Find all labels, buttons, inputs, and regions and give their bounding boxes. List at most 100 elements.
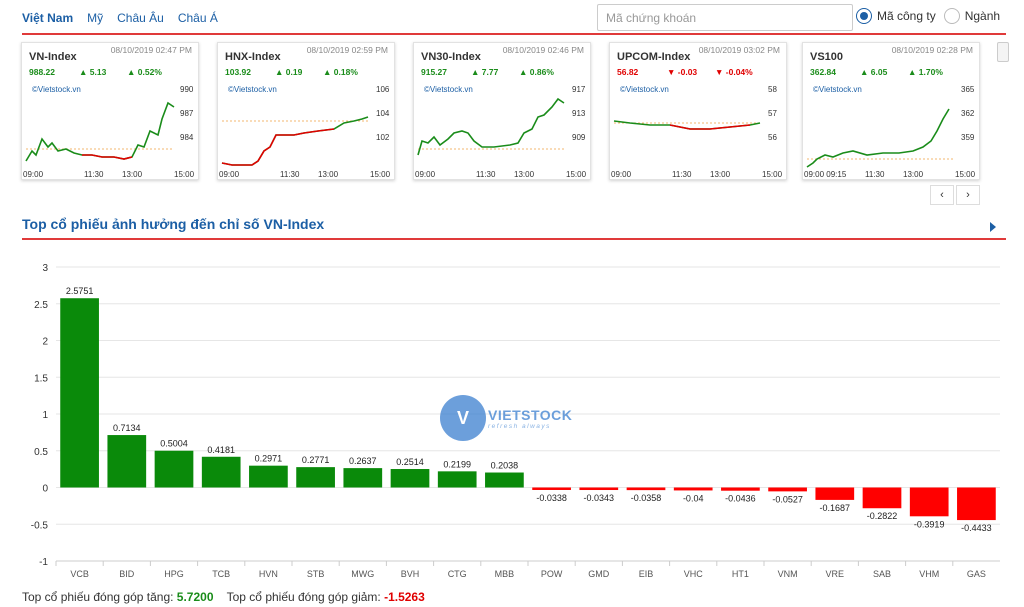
top-divider <box>22 33 1006 35</box>
bar <box>532 487 571 490</box>
card-index-name: UPCOM-Index <box>617 51 691 63</box>
bar <box>721 487 760 491</box>
tab-my[interactable]: Mỹ <box>87 11 104 25</box>
card-xtick-label: 11:30 <box>476 170 496 179</box>
card-sparkline: 106 104 102 09:00 11:30 13:00 15:00 <box>219 85 391 179</box>
card-stats: 103.92 ▲ 0.19 ▲ 0.18% <box>225 67 373 77</box>
card-xtick-label: 13:00 <box>318 170 339 179</box>
bar <box>815 487 855 500</box>
stock-search-input[interactable] <box>597 4 853 31</box>
x-tick-label: HVN <box>259 569 278 579</box>
radio-company-icon[interactable] <box>856 8 872 24</box>
y-tick-label: 2 <box>42 337 48 348</box>
card-brand-label: ©Vietstock.vn <box>813 85 862 94</box>
card-change-pct: ▼ -0.04% <box>715 67 753 77</box>
x-tick-label: CTG <box>448 569 467 579</box>
card-change: ▲ 6.05 <box>860 67 888 77</box>
bar <box>390 469 430 488</box>
index-card[interactable]: VN30-Index 08/10/2019 02:46 PM 915.27 ▲ 7.7… <box>413 42 591 180</box>
footer-up-label: Top cổ phiếu đóng góp tăng: <box>22 590 177 604</box>
bar <box>437 471 477 488</box>
bar-value-label: -0.0527 <box>772 494 803 504</box>
bar-value-label: 2.5751 <box>66 286 94 296</box>
card-index-name: VN30-Index <box>421 51 481 63</box>
index-card[interactable]: VN-Index 08/10/2019 02:47 PM 988.22 ▲ 5.13 ▲… <box>21 42 199 180</box>
card-xtick-label: 13:00 <box>903 170 924 179</box>
x-tick-label: BID <box>119 569 135 579</box>
tab-chau-au[interactable]: Châu Âu <box>117 11 164 25</box>
card-change-pct: ▲ 0.52% <box>127 67 162 77</box>
bar <box>626 487 666 491</box>
card-sparkline: 990 987 984 09:00 11:30 13:00 15:00 <box>23 85 195 179</box>
card-change: ▼ -0.03 <box>667 67 698 77</box>
card-xtick-label: 11:30 <box>84 170 104 179</box>
card-ytick-label: 104 <box>376 109 390 118</box>
y-tick-label: 1.5 <box>34 373 48 384</box>
x-tick-label: HPG <box>164 569 184 579</box>
bar-value-label: 0.2637 <box>349 456 377 466</box>
bar-value-label: 0.2771 <box>302 455 330 465</box>
bar-value-label: -0.0343 <box>584 493 615 503</box>
card-value: 56.82 <box>617 67 639 77</box>
card-sparkline: 917 913 909 09:00 11:30 13:00 15:00 <box>415 85 587 179</box>
tab-viet-nam[interactable]: Việt Nam <box>22 11 74 25</box>
card-ytick-label: 913 <box>572 109 586 118</box>
bar <box>107 435 147 488</box>
card-ytick-label: 990 <box>180 85 194 94</box>
footer-summary: Top cổ phiếu đóng góp tăng: 5.7200 Top c… <box>22 590 425 604</box>
footer-up-value: 5.7200 <box>176 590 214 604</box>
cards-scroll-handle[interactable] <box>997 42 1009 62</box>
card-xtick-label: 11:30 <box>865 170 885 179</box>
card-ytick-label: 102 <box>376 133 390 142</box>
card-ytick-label: 987 <box>180 109 194 118</box>
card-xtick-label: 15:00 <box>955 170 976 179</box>
card-ytick-label: 106 <box>376 85 390 94</box>
card-timestamp: 08/10/2019 02:59 PM <box>306 45 388 55</box>
top-bar: Việt Nam Mỹ Châu Âu Châu Á Mã công ty Ng… <box>0 0 1024 36</box>
index-card[interactable]: VS100 08/10/2019 02:28 PM 362.84 ▲ 6.05 ▲ 1.… <box>802 42 980 180</box>
sparkline-path <box>25 101 175 162</box>
bar-value-label: 0.4181 <box>207 445 235 455</box>
card-change: ▲ 7.77 <box>471 67 499 77</box>
sparkline-path <box>806 108 950 168</box>
card-timestamp: 08/10/2019 03:02 PM <box>698 45 780 55</box>
card-xtick-label: 11:30 <box>280 170 300 179</box>
card-ytick-label: 359 <box>961 133 975 142</box>
radio-company-label[interactable]: Mã công ty <box>877 9 936 23</box>
card-xtick-label: 15:00 <box>566 170 587 179</box>
radio-industry-label[interactable]: Ngành <box>964 9 1001 23</box>
card-ytick-label: 917 <box>572 85 586 94</box>
vietstock-watermark: V VIETSTOCK refresh always <box>440 395 572 441</box>
section-more-arrow-icon[interactable] <box>990 222 996 232</box>
bar <box>343 468 383 488</box>
section-title: Top cổ phiếu ảnh hưởng đến chỉ số VN-Ind… <box>22 216 325 232</box>
cards-prev-button[interactable]: ‹ <box>930 185 954 205</box>
card-change: ▲ 0.19 <box>275 67 303 77</box>
x-tick-label: BVH <box>401 569 420 579</box>
card-xtick-label: 15:00 <box>370 170 391 179</box>
x-tick-label: POW <box>541 569 563 579</box>
x-tick-label: TCB <box>212 569 230 579</box>
bar <box>485 472 524 488</box>
card-xtick-label: 13:00 <box>122 170 143 179</box>
index-card[interactable]: HNX-Index 08/10/2019 02:59 PM 103.92 ▲ 0.19… <box>217 42 395 180</box>
y-tick-label: 1 <box>42 410 48 421</box>
radio-industry-icon[interactable] <box>943 8 960 24</box>
card-xtick-label: 11:30 <box>672 170 692 179</box>
x-tick-label: VHM <box>919 569 939 579</box>
tab-chau-a[interactable]: Châu Á <box>177 11 218 25</box>
watermark-subtitle: refresh always <box>488 422 551 430</box>
card-index-name: VN-Index <box>29 51 77 63</box>
card-brand-label: ©Vietstock.vn <box>620 85 669 94</box>
card-ytick-label: 365 <box>961 85 975 94</box>
bar-value-label: -0.1687 <box>820 503 851 513</box>
index-card[interactable]: UPCOM-Index 08/10/2019 03:02 PM 56.82 ▼ -0.… <box>609 42 787 180</box>
bar-value-label: 0.2199 <box>443 459 471 469</box>
card-stats: 915.27 ▲ 7.77 ▲ 0.86% <box>421 67 569 77</box>
y-tick-label: 0.5 <box>34 447 48 458</box>
card-change-pct: ▲ 1.70% <box>908 67 943 77</box>
bar <box>296 467 335 488</box>
bar-value-label: -0.04 <box>683 493 704 503</box>
cards-next-button[interactable]: › <box>956 185 980 205</box>
x-tick-label: VNM <box>778 569 798 579</box>
